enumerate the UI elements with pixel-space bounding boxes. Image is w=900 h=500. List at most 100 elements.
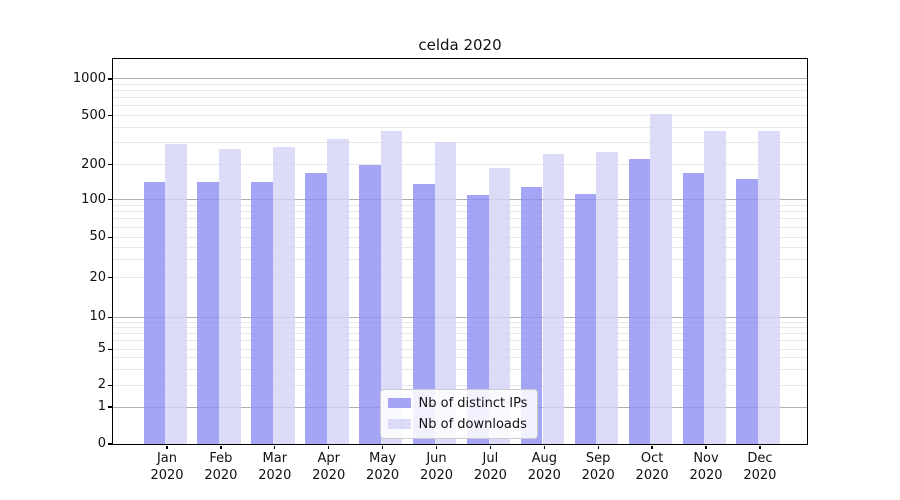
bar-downloads-jan (165, 144, 187, 444)
x-tick-label: Jan 2020 (150, 451, 184, 483)
y-tick-label: 5 (97, 341, 106, 357)
plot-area: Nb of distinct IPs Nb of downloads (111, 57, 808, 445)
gridline-minor (112, 142, 807, 144)
y-tick-label: 1000 (72, 70, 106, 86)
y-tick-label: 2 (97, 377, 106, 393)
gridline-minor (112, 97, 807, 99)
y-tick-label: 20 (89, 269, 106, 285)
gridline-minor (112, 84, 807, 85)
bar-ips-mar (251, 182, 273, 444)
bar-ips-jul (466, 195, 489, 444)
gridline-minor (112, 105, 807, 107)
bar-downloads-nov (704, 130, 726, 444)
gridline-minor (112, 321, 807, 323)
x-tick-mark (489, 445, 492, 449)
gridline-minor (112, 236, 807, 238)
gridline-minor (112, 277, 807, 279)
y-tick-mark (108, 348, 112, 350)
x-tick-mark (651, 445, 653, 449)
y-tick-label: 200 (81, 156, 106, 172)
y-tick-mark (108, 316, 112, 319)
y-tick-mark (108, 114, 112, 117)
x-tick-label: Aug 2020 (527, 451, 561, 483)
x-tick-label: Dec 2020 (743, 451, 777, 483)
legend-swatch-downloads (387, 419, 411, 429)
y-tick-mark (108, 78, 112, 80)
gridline-major (112, 78, 807, 80)
gridline-minor (112, 340, 807, 342)
bar-downloads-oct (650, 114, 672, 444)
bar-ips-aug (520, 186, 543, 444)
gridline-minor (112, 226, 807, 228)
bar-ips-apr (305, 173, 327, 444)
gridline-minor (112, 348, 807, 350)
gridline-minor (112, 357, 807, 359)
gridline-minor (112, 384, 807, 386)
bar-downloads-jun (434, 141, 457, 444)
x-tick-mark (220, 445, 222, 449)
gridline-minor (112, 327, 807, 329)
y-tick-mark (108, 406, 112, 408)
y-tick-label: 1 (97, 399, 106, 415)
x-tick-label: Jul 2020 (473, 451, 507, 483)
y-tick-label: 500 (81, 107, 106, 123)
bar-downloads-apr (326, 139, 349, 444)
y-tick-mark (108, 164, 112, 166)
x-tick-mark (166, 445, 168, 449)
gridline-minor (112, 218, 807, 220)
legend: Nb of distinct IPs Nb of downloads (379, 388, 539, 439)
x-tick-label: May 2020 (366, 451, 400, 483)
x-tick-mark (759, 445, 761, 449)
gridline-minor (112, 164, 807, 166)
bar-downloads-feb (219, 149, 241, 444)
y-tick-mark (108, 443, 112, 445)
bar-downloads-aug (542, 154, 565, 444)
bar-downloads-mar (273, 146, 295, 444)
bar-ips-feb (197, 182, 220, 444)
x-tick-mark (705, 445, 707, 449)
gridline-minor (112, 115, 807, 117)
x-tick-label: Feb 2020 (204, 451, 238, 483)
x-tick-mark (328, 445, 330, 449)
gridline-minor (112, 90, 807, 92)
gridline-minor (112, 127, 807, 129)
bar-ips-jan (143, 181, 166, 444)
legend-label-distinct-ips: Nb of distinct IPs (418, 395, 528, 411)
bar-ips-may (359, 165, 381, 444)
legend-label-downloads: Nb of downloads (418, 416, 527, 432)
y-tick-mark (108, 384, 112, 386)
gridline-major (112, 199, 807, 201)
y-tick-mark (108, 277, 112, 279)
x-tick-mark (435, 445, 438, 449)
x-tick-mark (543, 445, 545, 449)
gridline-minor (112, 259, 807, 261)
bar-downloads-may (380, 130, 403, 444)
y-tick-mark (108, 236, 112, 238)
plot-inner: Nb of distinct IPs Nb of downloads (112, 59, 807, 444)
x-tick-mark (597, 445, 599, 449)
y-tick-label: 0 (97, 436, 106, 451)
bar-ips-nov (682, 173, 705, 444)
chart-title: celda 2020 (418, 36, 502, 54)
y-tick-label: 50 (89, 229, 106, 245)
bar-ips-dec (736, 178, 759, 444)
legend-item-distinct-ips: Nb of distinct IPs (387, 395, 528, 411)
y-tick-label: 10 (89, 309, 106, 325)
bar-downloads-sep (596, 152, 619, 444)
x-tick-label: Mar 2020 (258, 451, 292, 483)
gridline-minor (112, 368, 807, 370)
x-tick-mark (381, 445, 384, 449)
y-tick-label: 100 (81, 191, 106, 207)
bar-downloads-dec (758, 130, 780, 444)
x-tick-label: Nov 2020 (689, 451, 723, 483)
bar-ips-sep (574, 194, 597, 444)
legend-swatch-distinct-ips (387, 398, 411, 408)
x-tick-label: Sep 2020 (581, 451, 615, 483)
x-tick-label: Oct 2020 (635, 451, 669, 483)
gridline-minor (112, 204, 807, 206)
gridline-minor (112, 211, 807, 213)
gridline-minor (112, 246, 807, 248)
y-tick-mark (108, 199, 112, 201)
